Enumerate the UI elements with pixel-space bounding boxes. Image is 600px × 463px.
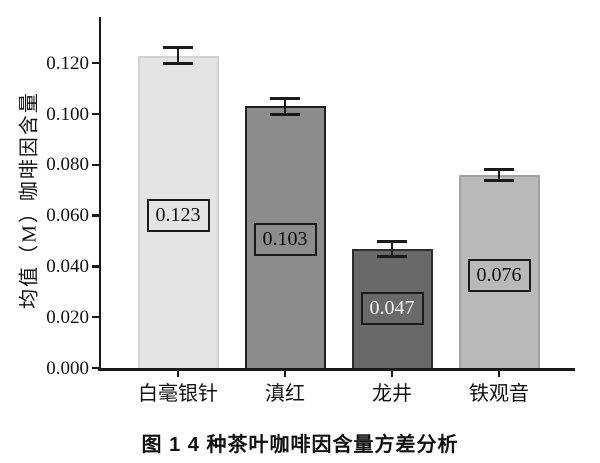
error-bar-cap-bottom <box>163 61 193 65</box>
error-bar-line <box>283 98 287 114</box>
error-bar-cap-bottom <box>270 112 300 116</box>
y-tick-mark <box>91 265 99 268</box>
bar-value-label: 0.076 <box>467 258 531 292</box>
x-tick-label: 滇红 <box>265 383 305 405</box>
y-tick-mark <box>91 315 99 319</box>
bar-value-label: 0.047 <box>360 291 424 325</box>
y-tick-label: 0.060 <box>46 205 89 227</box>
error-bar-cap-top <box>377 239 407 243</box>
bar-value-label: 0.103 <box>253 223 317 257</box>
x-tick-mark <box>176 370 180 377</box>
y-tick-label: 0.120 <box>46 52 89 74</box>
y-tick-label: 0.020 <box>46 306 89 328</box>
x-tick-mark <box>390 370 394 377</box>
y-tick-label: 0.100 <box>46 103 89 125</box>
y-tick-label: 0.040 <box>46 255 89 277</box>
y-tick-mark <box>91 366 99 370</box>
error-bar-cap-top <box>163 46 193 50</box>
y-tick-label: 0.000 <box>46 357 89 379</box>
x-tick-mark <box>497 370 501 377</box>
error-bar-cap-top <box>270 97 300 101</box>
y-tick-label: 0.080 <box>46 154 89 176</box>
error-bar-line <box>497 169 501 181</box>
y-axis-line <box>98 17 101 370</box>
error-bar-cap-bottom <box>484 178 514 182</box>
error-bar-cap-bottom <box>377 254 407 258</box>
y-axis-title: 均值（M）咖啡因含量 <box>18 91 41 309</box>
x-tick-label: 白毫银针 <box>138 383 218 405</box>
y-tick-mark <box>91 112 99 116</box>
error-bar-cap-top <box>484 168 514 172</box>
x-tick-mark <box>283 370 287 377</box>
error-bar-line <box>390 241 394 257</box>
x-tick-label: 龙井 <box>372 383 412 405</box>
x-tick-label: 铁观音 <box>469 383 529 405</box>
y-tick-mark <box>91 214 99 217</box>
y-tick-mark <box>91 163 99 167</box>
x-axis-line <box>98 367 575 371</box>
bar-value-label: 0.123 <box>146 199 210 233</box>
error-bar-line <box>176 47 180 64</box>
y-tick-mark <box>91 61 99 65</box>
figure-caption: 图 1 4 种茶叶咖啡因含量方差分析 <box>141 434 459 456</box>
